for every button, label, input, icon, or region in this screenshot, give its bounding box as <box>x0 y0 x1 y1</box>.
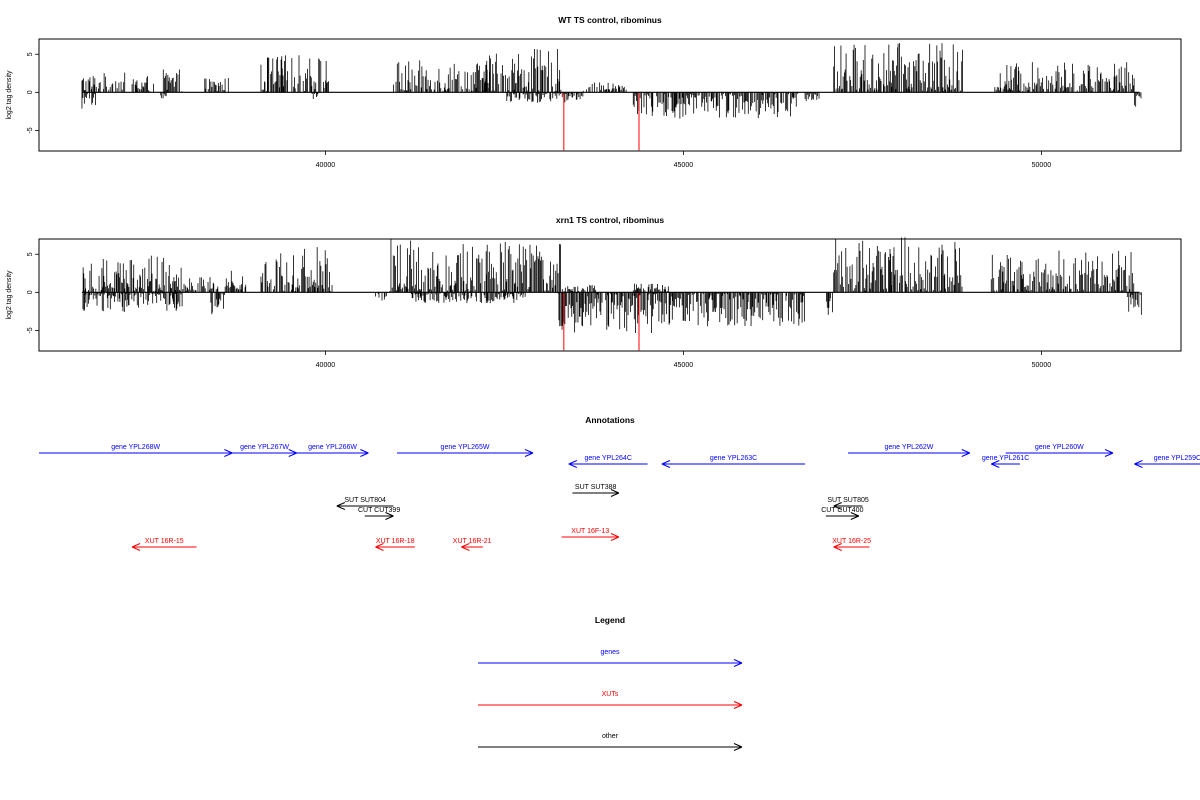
xrn1-y-axis-label: log2 tag density <box>6 270 13 320</box>
other-feature-label: CUT CUT400 <box>821 507 863 514</box>
xrn1-axes: 40000 45000 50000 -5 0 5 <box>27 252 1051 369</box>
wt-track-title: WT TS control, ribominus <box>558 15 662 25</box>
y-tick-label: -5 <box>27 127 34 133</box>
wt-track-panel: WT TS control, ribominus log2 tag densit… <box>6 15 1182 169</box>
xut-feature-label: XUT 16F-13 <box>571 528 609 535</box>
legend-label: other <box>602 733 619 740</box>
other-feature-arrow <box>833 502 863 510</box>
gene-feature-arrow <box>661 460 806 468</box>
gene-feature-arrow <box>1005 449 1114 457</box>
other-feature-arrow <box>572 489 620 497</box>
legend-items: genes XUTs other <box>478 649 743 751</box>
xut-feature-arrow <box>375 543 415 551</box>
legend-arrow-genes <box>478 659 743 667</box>
gene-feature-arrow <box>232 449 297 457</box>
x-tick-label: 45000 <box>674 362 694 369</box>
xut-feature-arrow <box>461 543 483 551</box>
gene-feature-arrow <box>296 449 369 457</box>
legend-arrow-other <box>478 743 743 751</box>
gene-feature-label: gene YPL260W <box>1035 444 1084 451</box>
gene-feature-arrow <box>848 449 970 457</box>
xut-feature-arrow <box>833 543 870 551</box>
y-tick-label: 0 <box>27 90 34 94</box>
other-feature-label: CUT CUT399 <box>358 507 400 514</box>
legend-panel: Legend genes XUTs other <box>478 615 743 751</box>
x-tick-label: 45000 <box>674 162 694 169</box>
gene-feature-label: gene YPL265W <box>441 444 490 451</box>
wt-y-axis-label: log2 tag density <box>6 70 13 120</box>
annotations-panel: Annotations gene YPL268W gene YPL267W gene… <box>39 415 1200 551</box>
gene-feature-label: gene YPL266W <box>308 444 357 451</box>
gene-feature-arrow <box>568 460 648 468</box>
other-feature-arrow <box>825 512 860 520</box>
other-feature-label: SUT SUT805 <box>827 497 869 504</box>
other-feature-arrow <box>336 502 394 510</box>
gene-feature-label: gene YPL267W <box>240 444 289 451</box>
gene-feature-arrow <box>1134 460 1200 468</box>
wt-bars <box>81 43 1142 151</box>
gene-feature-label: gene YPL264C <box>585 455 632 462</box>
gene-feature-label: gene YPL262W <box>884 444 933 451</box>
y-tick-label: 5 <box>27 52 34 56</box>
gene-feature-arrow <box>396 449 534 457</box>
legend-label: genes <box>600 649 620 656</box>
xut-feature-label: XUT 16R-21 <box>453 538 492 545</box>
wt-plot-frame <box>38 38 1182 152</box>
other-feature-label: SUT SUT388 <box>575 484 617 491</box>
gene-feature-label: gene YPL259C <box>1154 455 1200 462</box>
xut-feature-label: XUT 16R-25 <box>832 538 871 545</box>
gene-feature-arrow <box>39 449 233 457</box>
xrn1-track-title: xrn1 TS control, ribominus <box>556 215 664 225</box>
xut-feature-arrow <box>561 533 620 541</box>
xut-feature-arrow <box>131 543 197 551</box>
xut-feature-label: XUT 16R-18 <box>376 538 415 545</box>
gene-feature-label: gene YPL268W <box>111 444 160 451</box>
gene-feature-label: gene YPL263C <box>710 455 757 462</box>
gene-feature-label: gene YPL261C <box>982 455 1029 462</box>
xrn1-plot-frame <box>38 238 1182 352</box>
annotations-title: Annotations <box>585 415 635 425</box>
y-tick-label: 5 <box>27 252 34 256</box>
other-feature-arrow <box>364 512 394 520</box>
wt-axes: 40000 45000 50000 -5 0 5 <box>27 52 1051 169</box>
x-tick-label: 40000 <box>316 362 336 369</box>
other-feature-label: SUT SUT804 <box>344 497 386 504</box>
legend-label: XUTs <box>602 691 619 698</box>
x-tick-label: 40000 <box>316 162 336 169</box>
y-tick-label: -5 <box>27 327 34 333</box>
x-tick-label: 50000 <box>1032 162 1052 169</box>
y-tick-label: 0 <box>27 290 34 294</box>
annotation-features: gene YPL268W gene YPL267W gene YPL266W gene… <box>39 444 1200 551</box>
gene-feature-arrow <box>991 460 1020 468</box>
xrn1-track-panel: xrn1 TS control, ribominus log2 tag dens… <box>6 215 1182 369</box>
legend-title: Legend <box>595 615 625 625</box>
xut-feature-label: XUT 16R-15 <box>145 538 184 545</box>
x-tick-label: 50000 <box>1032 362 1052 369</box>
legend-arrow-xuts <box>478 701 743 709</box>
xrn1-bars <box>81 237 1142 351</box>
